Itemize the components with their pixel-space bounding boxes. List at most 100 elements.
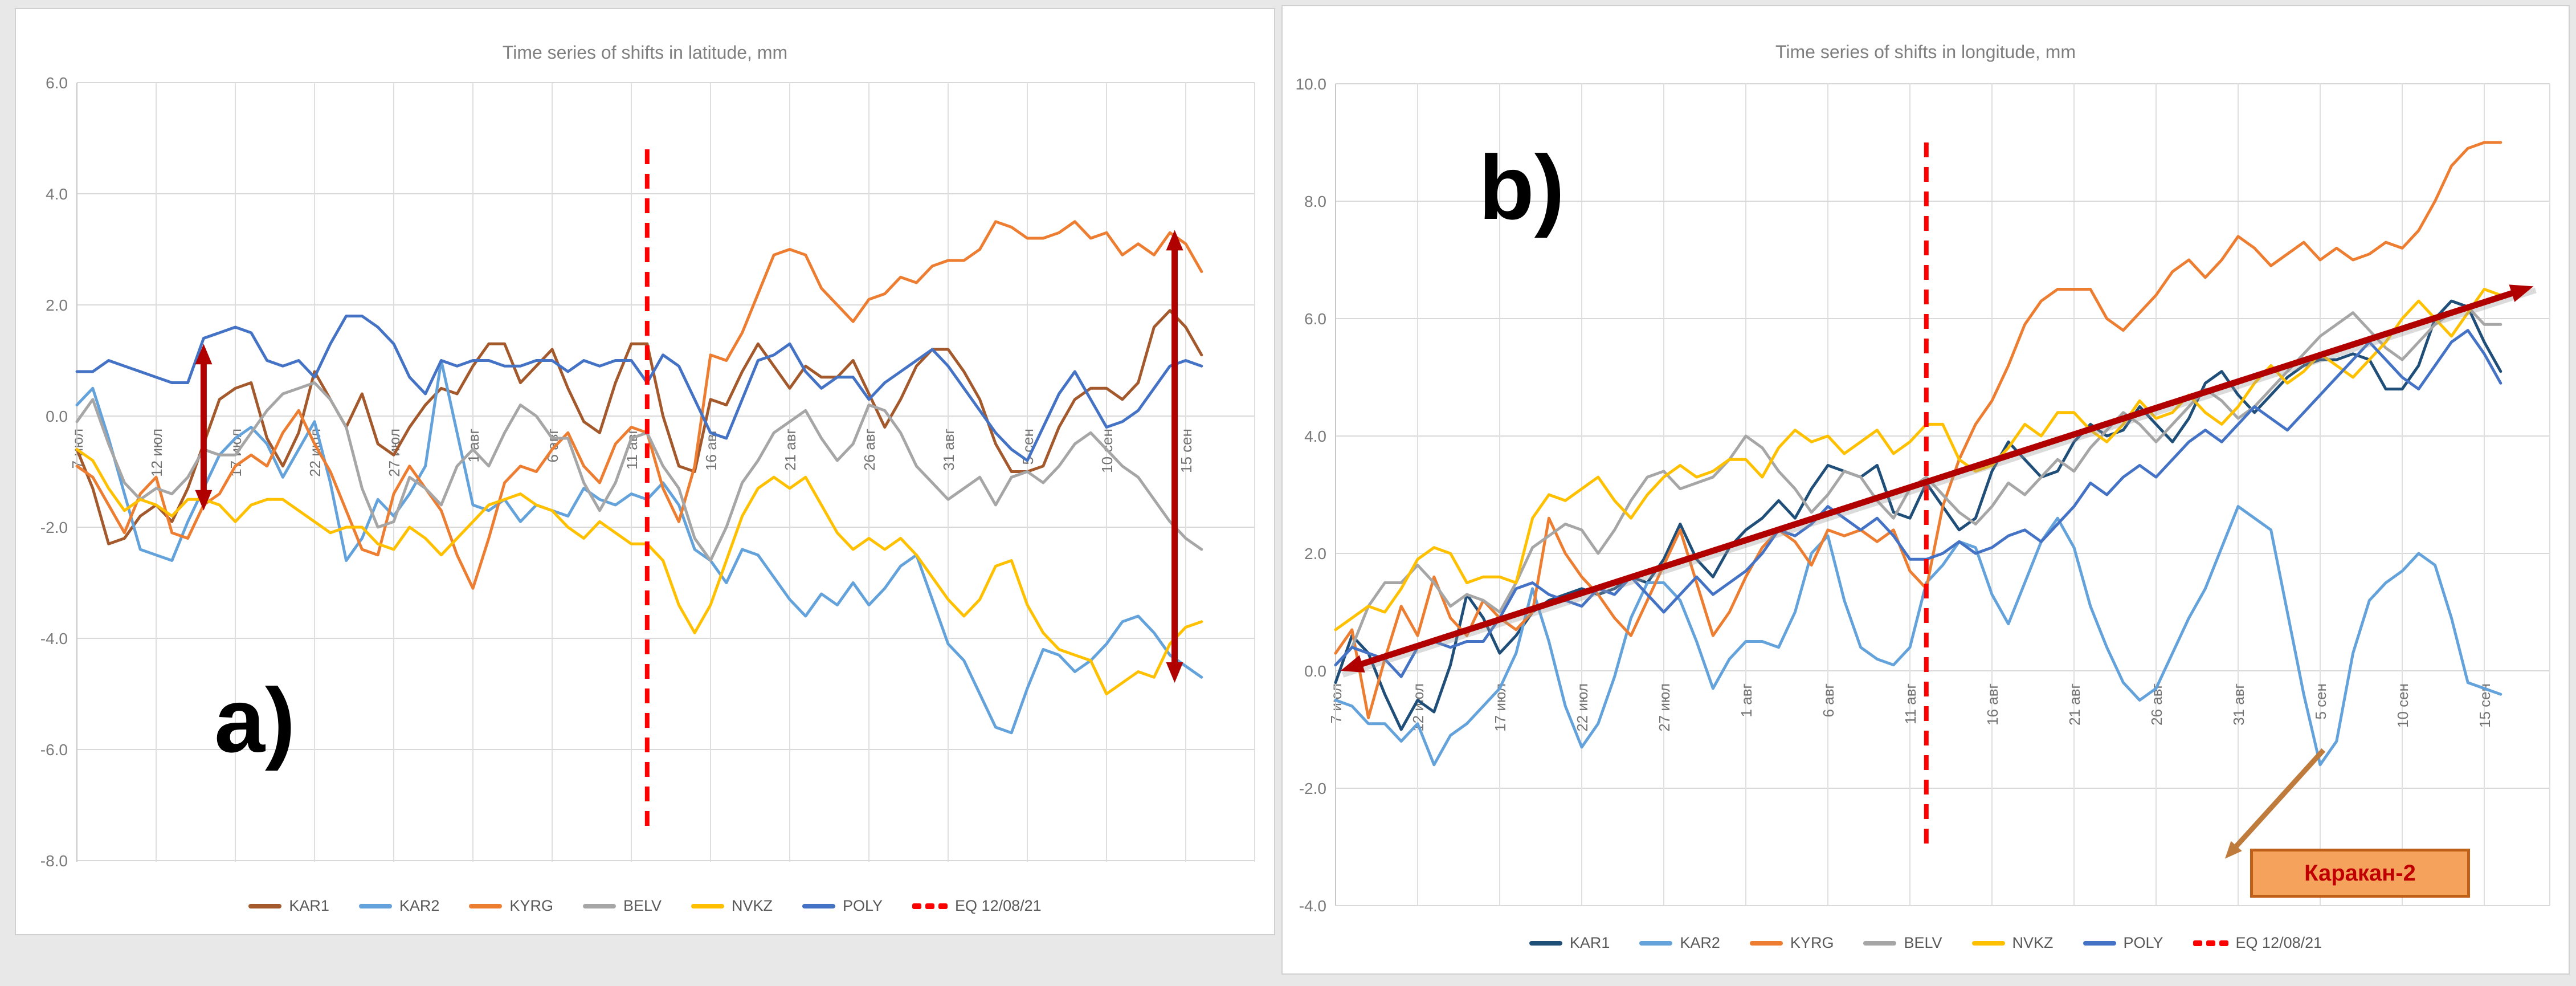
chart-title-longitude: Time series of shifts in longitude, mm (1775, 42, 2076, 62)
x-tick-label: 11 авг (1902, 683, 1919, 724)
legend-line-swatch-icon (1971, 940, 2005, 946)
legend-label: EQ 12/08/21 (955, 897, 1042, 914)
series-kyrg-line (1334, 141, 2502, 719)
legend-dash-segment (938, 903, 948, 909)
y-tick-label: 0.0 (46, 408, 68, 425)
legend-dash-segment (2219, 940, 2228, 946)
panel-label-a: a) (214, 669, 296, 771)
legend-latitude: KAR1 KAR2 KYRG BELV NVKZ POLY EQ 12/08/21 (16, 897, 1274, 915)
panel-label-b: b) (1479, 136, 1565, 238)
x-tick-label: 17 июл (1492, 683, 1509, 732)
legend-label: KAR2 (399, 897, 440, 914)
legend-item-poly: POLY (2083, 934, 2163, 952)
legend-label: KAR1 (289, 897, 329, 914)
y-tick-label: -2.0 (40, 519, 68, 536)
series-nvkz-line (75, 448, 1203, 695)
legend-line-swatch-icon (2083, 940, 2116, 946)
x-tick-label: 31 авг (940, 429, 957, 471)
x-tick-label: 27 июл (1656, 683, 1673, 732)
y-tick-label: 4.0 (1304, 427, 1326, 445)
legend-line-swatch-icon (1749, 940, 1783, 946)
series-belv-line (75, 381, 1203, 562)
trend-arrow-shaft (1357, 288, 2517, 669)
legend-item-nvkz: NVKZ (691, 897, 773, 915)
x-tick-label: 26 авг (861, 429, 878, 471)
series-kar2-line (75, 359, 1203, 735)
legend-item-belv: BELV (582, 897, 662, 915)
legend-label: BELV (623, 897, 662, 914)
x-tick-label: 6 авг (1820, 683, 1837, 717)
x-tick-label: 5 сен (2312, 683, 2329, 720)
series-kar2-line (1334, 505, 2502, 767)
series-poly-line (75, 315, 1203, 462)
x-tick-label: 16 авг (1984, 683, 2001, 726)
x-tick-label: 22 июл (1574, 683, 1591, 732)
legend-dash-segment (2193, 940, 2202, 946)
y-tick-label: -4.0 (40, 630, 68, 647)
karakan-2-leader-arrow-head-end (2224, 841, 2242, 859)
y-tick-label: 2.0 (46, 296, 68, 314)
legend-label: KYRG (1790, 934, 1834, 951)
amplitude-arrow-2-head-end (1166, 662, 1183, 683)
legend-dashed-swatch-icon (912, 903, 948, 909)
x-tick-label: 15 сен (1178, 429, 1195, 473)
x-tick-label: 21 авг (782, 429, 799, 471)
y-tick-label: 6.0 (1304, 310, 1326, 328)
legend-longitude: KAR1 KAR2 KYRG BELV NVKZ POLY EQ 12/08/21 (1283, 934, 2569, 952)
karakan-2-leader-arrow-shaft (2232, 748, 2326, 850)
amplitude-arrow-1-head-start (195, 344, 213, 365)
legend-item-poly: POLY (802, 897, 883, 915)
legend-item-kar1: KAR1 (1529, 934, 1610, 952)
karakan-2-annotation-label: Каракан-2 (2304, 860, 2416, 886)
y-tick-label: 2.0 (1304, 545, 1326, 563)
legend-item-kar1: KAR1 (248, 897, 329, 915)
legend-item-kyrg: KYRG (1749, 934, 1834, 952)
legend-line-swatch-icon (802, 903, 836, 908)
legend-item-kar2: KAR2 (358, 897, 440, 915)
legend-label: KAR1 (1569, 934, 1610, 951)
karakan-2-annotation-box: Каракан-2 (2250, 849, 2470, 898)
legend-label: BELV (1904, 934, 1942, 951)
legend-item-eq-12-08-21: EQ 12/08/21 (912, 897, 1042, 915)
legend-line-swatch-icon (248, 903, 282, 908)
y-tick-label: -6.0 (40, 741, 68, 759)
legend-label: POLY (843, 897, 883, 914)
series-kar1-line (75, 309, 1203, 545)
legend-line-swatch-icon (1863, 940, 1897, 946)
legend-line-swatch-icon (358, 903, 392, 908)
legend-line-swatch-icon (1529, 940, 1562, 946)
legend-label: KYRG (509, 897, 553, 914)
y-tick-label: -8.0 (40, 852, 68, 870)
legend-dash-segment (912, 903, 922, 909)
series-nvkz-line (1334, 288, 2502, 631)
legend-label: KAR2 (1680, 934, 1720, 951)
legend-label: POLY (2123, 934, 2163, 951)
trend-arrow-head-end (2509, 284, 2534, 302)
legend-item-nvkz: NVKZ (1971, 934, 2054, 952)
y-tick-label: -4.0 (1299, 897, 1326, 915)
legend-dash-segment (925, 903, 935, 909)
legend-item-belv: BELV (1863, 934, 1942, 952)
legend-line-swatch-icon (582, 903, 616, 908)
x-tick-label: 1 авг (1738, 683, 1755, 717)
legend-label: NVKZ (732, 897, 773, 914)
series-poly-line (1334, 329, 2502, 678)
legend-item-kyrg: KYRG (469, 897, 553, 915)
x-tick-label: 21 авг (2066, 683, 2083, 726)
chart-title-latitude: Time series of shifts in latitude, mm (502, 42, 788, 63)
chart-panel-longitude: 10.08.06.04.02.00.0-2.0-4.07 июл12 июл17… (1281, 5, 2570, 975)
x-tick-label: 31 авг (2230, 683, 2247, 726)
latitude-chart-canvas: 6.04.02.00.0-2.0-4.0-6.0-8.07 июл12 июл1… (40, 74, 1255, 870)
legend-item-kar2: KAR2 (1639, 934, 1720, 952)
legend-label: EQ 12/08/21 (2235, 934, 2322, 951)
y-tick-label: 4.0 (46, 185, 68, 203)
legend-item-eq-12-08-21: EQ 12/08/21 (2193, 934, 2322, 952)
trend-arrow-shadow (1342, 287, 2537, 678)
amplitude-arrow-1-head-end (195, 490, 213, 511)
y-tick-label: -2.0 (1299, 780, 1326, 797)
y-tick-label: 6.0 (46, 74, 68, 92)
longitude-chart-canvas: 10.08.06.04.02.00.0-2.0-4.07 июл12 июл17… (1296, 75, 2550, 915)
x-tick-label: 10 сен (2394, 683, 2411, 728)
legend-line-swatch-icon (469, 903, 503, 908)
chart-panel-latitude: 6.04.02.00.0-2.0-4.0-6.0-8.07 июл12 июл1… (15, 8, 1275, 935)
